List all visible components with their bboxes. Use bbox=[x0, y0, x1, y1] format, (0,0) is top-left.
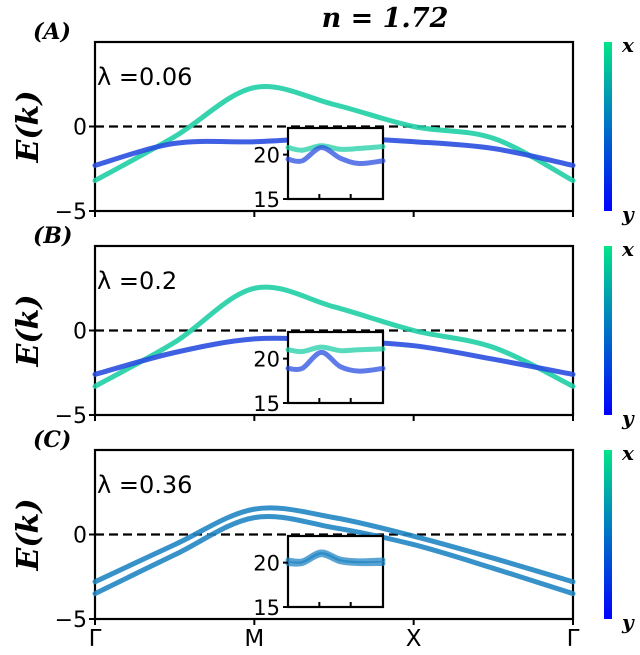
colorbar-gradient bbox=[604, 42, 612, 211]
y-tick-label: 0 bbox=[73, 116, 87, 141]
panel-label: (B) bbox=[33, 223, 72, 249]
colorbar-gradient bbox=[604, 450, 612, 619]
inset-series-inset-lower bbox=[285, 145, 386, 167]
panel-label: (A) bbox=[33, 19, 71, 45]
inset-series-inset-upper bbox=[285, 143, 386, 153]
inset-frame bbox=[286, 534, 385, 609]
x-tick-label: Γ bbox=[567, 626, 580, 652]
colorbar-bottom-label: y bbox=[621, 202, 635, 226]
colorbar-top-label: x bbox=[621, 441, 635, 465]
inset-y-tick-label: 20 bbox=[253, 348, 280, 372]
x-tick-label: X bbox=[406, 626, 422, 652]
colorbar-bottom-label: y bbox=[621, 610, 635, 634]
colorbar: xy bbox=[604, 33, 635, 226]
y-tick-label: −5 bbox=[55, 200, 87, 225]
inset-y-tick-label: 20 bbox=[253, 144, 280, 168]
inset-series-inset-lower bbox=[285, 349, 386, 374]
colorbar-bottom-label: y bbox=[621, 406, 635, 430]
colorbar: xy bbox=[604, 441, 635, 634]
series-line-band-upper bbox=[92, 284, 576, 389]
lambda-annotation: λ =0.06 bbox=[97, 63, 192, 91]
inset-series-inset-lower bbox=[285, 552, 386, 567]
series-line-band-upper bbox=[92, 505, 576, 585]
lambda-annotation: λ =0.2 bbox=[97, 267, 177, 295]
inset-y-tick-label: 20 bbox=[253, 552, 280, 576]
inset-y-tick-label: 15 bbox=[253, 188, 280, 212]
y-tick-label: −5 bbox=[55, 404, 87, 429]
x-tick-label: M bbox=[244, 626, 264, 652]
y-tick-label: 0 bbox=[73, 524, 87, 549]
y-tick-label: 0 bbox=[73, 320, 87, 345]
y-axis-label: E(k) bbox=[11, 294, 46, 367]
y-tick-label: −5 bbox=[55, 608, 87, 633]
figure-title: n = 1.72 bbox=[322, 3, 449, 34]
lambda-annotation: λ =0.36 bbox=[97, 471, 192, 499]
series-line-band-lower bbox=[92, 513, 576, 597]
panel-label: (C) bbox=[33, 427, 71, 453]
series-line-band-upper bbox=[92, 84, 576, 184]
y-axis-label: E(k) bbox=[11, 90, 46, 163]
inset-series-inset-upper bbox=[285, 344, 386, 355]
inset-y-tick-label: 15 bbox=[253, 596, 280, 620]
x-tick-label: Γ bbox=[89, 626, 102, 652]
colorbar-top-label: x bbox=[621, 33, 635, 57]
y-axis-label: E(k) bbox=[11, 498, 46, 571]
colorbar: xy bbox=[604, 237, 635, 430]
colorbar-gradient bbox=[604, 246, 612, 415]
colorbar-top-label: x bbox=[621, 237, 635, 261]
inset-y-tick-label: 15 bbox=[253, 392, 280, 416]
